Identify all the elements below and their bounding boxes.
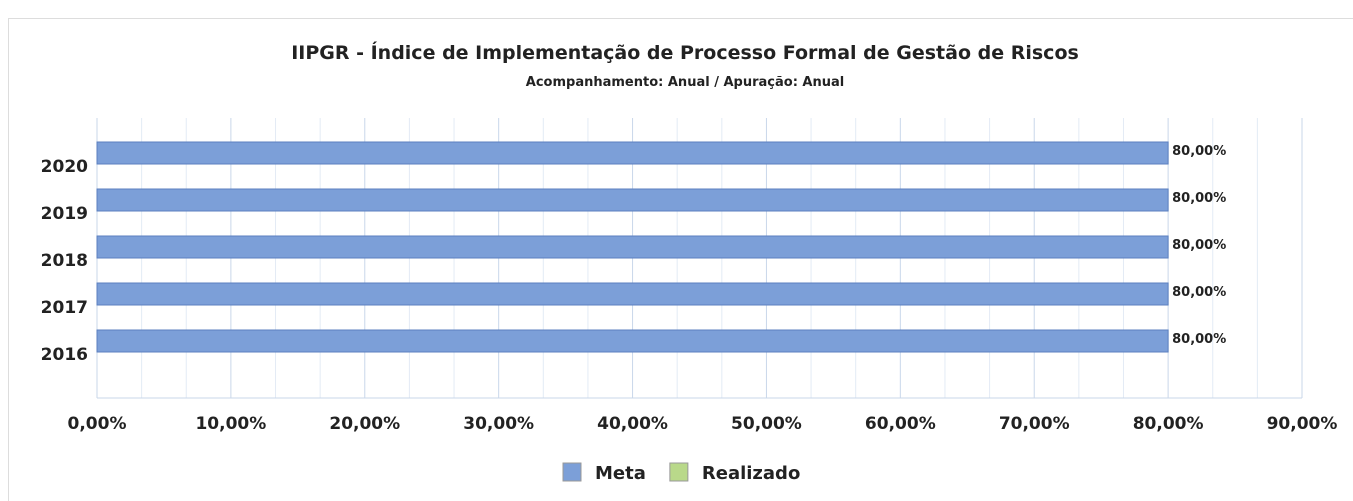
- x-tick-label: 0,00%: [68, 414, 127, 434]
- legend-swatch: [669, 462, 689, 482]
- value-label: 80,00%: [1172, 238, 1226, 253]
- bar: [96, 235, 1169, 259]
- bar: [96, 141, 1169, 165]
- legend-swatch: [562, 462, 582, 482]
- y-tick-label: 2017: [41, 298, 88, 318]
- x-tick-label: 30,00%: [463, 414, 534, 434]
- y-tick-label: 2016: [41, 345, 88, 365]
- value-label: 80,00%: [1172, 285, 1226, 300]
- y-tick-label: 2018: [41, 251, 88, 271]
- legend-label: Meta: [595, 463, 646, 484]
- value-label: 80,00%: [1172, 191, 1226, 206]
- bar: [96, 282, 1169, 306]
- legend-label: Realizado: [702, 463, 800, 484]
- chart-title: IIPGR - Índice de Implementação de Proce…: [291, 41, 1079, 64]
- chart-subtitle: Acompanhamento: Anual / Apuração: Anual: [526, 75, 844, 90]
- x-tick-label: 70,00%: [999, 414, 1070, 434]
- frame: [8, 18, 1353, 501]
- x-tick-label: 20,00%: [329, 414, 400, 434]
- x-tick-label: 90,00%: [1267, 414, 1338, 434]
- bar: [96, 329, 1169, 353]
- x-tick-label: 40,00%: [597, 414, 668, 434]
- y-tick-label: 2020: [41, 157, 88, 177]
- y-tick-label: 2019: [41, 204, 88, 224]
- x-tick-label: 50,00%: [731, 414, 802, 434]
- value-label: 80,00%: [1172, 144, 1226, 159]
- value-label: 80,00%: [1172, 332, 1226, 347]
- x-tick-label: 80,00%: [1133, 414, 1204, 434]
- x-tick-label: 60,00%: [865, 414, 936, 434]
- x-tick-label: 10,00%: [195, 414, 266, 434]
- bar: [96, 188, 1169, 212]
